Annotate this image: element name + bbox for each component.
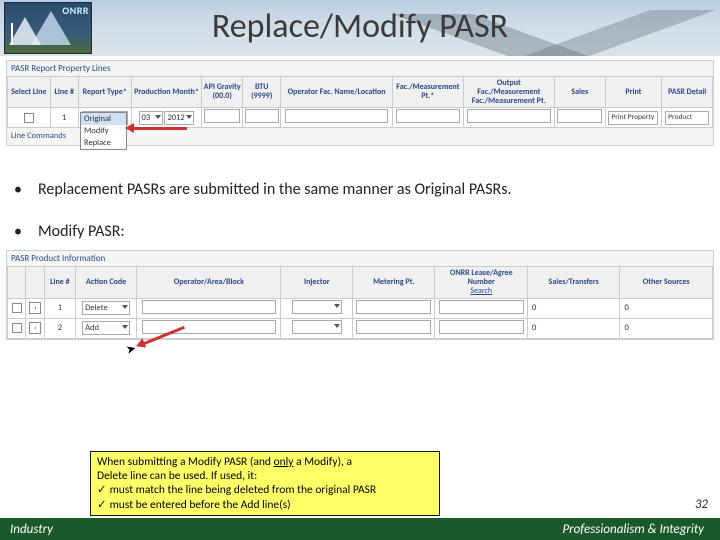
operator-fac-input[interactable] [285,109,388,123]
year-value: 2012 [167,113,184,123]
pasr-report-property-lines-panel: PASR Report Property Lines Select Line L… [6,60,714,146]
note-line2: Delete line can be used. If used, it: [97,469,433,483]
year-select[interactable]: 2012 [164,111,194,125]
col-report-type: Report Type* [78,77,131,108]
col-blank2 [26,267,44,298]
col-blank1 [8,267,26,298]
col-line-no: Line # [50,77,78,108]
fac-meas-input[interactable] [396,109,460,123]
checkmark-icon: ✓ [97,483,107,497]
row2-checkbox[interactable] [12,323,22,333]
row2-expand-button[interactable]: › [29,322,41,334]
col2-injector: Injector [281,267,353,298]
dropdown-option-modify[interactable]: Modify [81,125,126,137]
row1-line-no: 1 [44,298,75,318]
note-line1a: When submitting a Modify PASR (and [97,455,274,469]
row2-other: 0 [620,318,713,338]
note-chk1: must match the line being deleted from t… [110,483,377,497]
col-operator-fac: Operator Fac. Name/Location [281,77,392,108]
col-print: Print [605,77,662,108]
col2-action: Action Code [75,267,137,298]
product-button[interactable]: Product [665,111,709,125]
row2-line-no: 2 [44,318,75,338]
modify-note-callout: When submitting a Modify PASR (and only … [90,451,440,517]
page-number: 32 [695,497,708,512]
slide-title: Replace/Modify PASR [0,6,720,47]
dropdown-option-original[interactable]: Original [81,113,126,125]
chevron-down-icon [186,115,192,119]
col2-operator: Operator/Area/Block [137,267,281,298]
cell-line-no: 1 [50,108,78,128]
row1-checkbox[interactable] [12,303,22,313]
row2-lease-input[interactable] [439,320,524,334]
search-link[interactable]: Search [436,287,525,296]
bullet-2: • Modify PASR: [0,214,720,246]
red-arrow-annotation [133,127,187,130]
table-row: › 1 Delete 0 0 [8,298,713,318]
note-line1b: a Modify), a [294,455,353,469]
col-pasr-detail: PASR Detail [662,77,713,108]
col-output-fac: Output Fac./Measurement Fac./Measurement… [463,77,554,108]
chevron-down-icon [122,325,128,329]
report-type-dropdown-open: Original Modify Replace [80,112,127,150]
sales-input[interactable] [557,109,602,123]
row1-expand-button[interactable]: › [29,302,41,314]
dropdown-option-replace[interactable]: Replace [81,137,126,149]
footer-left: Industry [0,522,53,537]
chevron-down-icon [122,305,128,309]
row1-injector-select[interactable] [292,300,342,314]
bullet-2-text: Modify PASR: [38,222,710,242]
row1-lease-input[interactable] [439,300,524,314]
bullet-1: • Replacement PASRs are submitted in the… [0,172,720,204]
row2-action-value: Add [85,323,99,333]
col2-line-no: Line # [44,267,75,298]
col-select-line: Select Line [8,77,51,108]
month-value: 03 [142,113,151,123]
table-row: › 2 Add 0 0 [8,318,713,338]
bullet-dot: • [14,180,24,199]
pasr-product-info-panel: PASR Product Information Line # Action C… [6,250,714,339]
row1-sales: 0 [527,298,619,318]
output-fac-input[interactable] [467,109,551,123]
chevron-down-icon [155,115,161,119]
checkmark-icon: ✓ [97,498,107,512]
bullet-dot: • [14,222,24,241]
col2-sales-transfers: Sales/Transfers [527,267,619,298]
col-btu: BTU (9999) [242,77,280,108]
note-line1-underline: only [274,455,294,469]
chevron-down-icon [334,324,340,328]
api-input[interactable] [204,109,240,123]
bullet-1-text: Replacement PASRs are submitted in the s… [38,180,710,200]
row2-action-select[interactable]: Add [82,321,130,335]
select-line-checkbox[interactable] [24,113,34,123]
footer-right: Professionalism & Integrity [562,522,720,537]
col-sales: Sales [554,77,605,108]
btu-input[interactable] [245,109,279,123]
row1-metering-input[interactable] [356,300,431,314]
panel2-title: PASR Product Information [7,251,713,266]
panel2-table: Line # Action Code Operator/Area/Block I… [7,266,713,338]
col2-onrr-lease: ONRR Lease/Agree Number Search [435,267,527,298]
row1-operator-input[interactable] [142,300,276,314]
slide-header: Replace/Modify PASR [0,0,720,56]
print-property-button[interactable]: Print Property [608,111,658,125]
chevron-down-icon [334,304,340,308]
row1-action-value: Delete [85,303,108,313]
col2-metering: Metering Pt. [353,267,435,298]
row2-sales: 0 [527,318,619,338]
month-select[interactable]: 03 [139,111,163,125]
panel1-title: PASR Report Property Lines [7,61,713,76]
note-chk2: must be entered before the Add line(s) [110,498,291,512]
row1-other: 0 [620,298,713,318]
col2-other-sources: Other Sources [620,267,713,298]
row2-injector-select[interactable] [292,320,342,334]
row2-metering-input[interactable] [356,320,431,334]
col-api: API Gravity (00.0) [202,77,243,108]
row2-operator-input[interactable] [142,320,276,334]
row1-action-select[interactable]: Delete [82,301,130,315]
col-prod-month: Production Month* [131,77,202,108]
col-fac-meas: Fac./Measurement Pt.* [392,77,463,108]
slide-footer: Industry Professionalism & Integrity [0,518,720,540]
